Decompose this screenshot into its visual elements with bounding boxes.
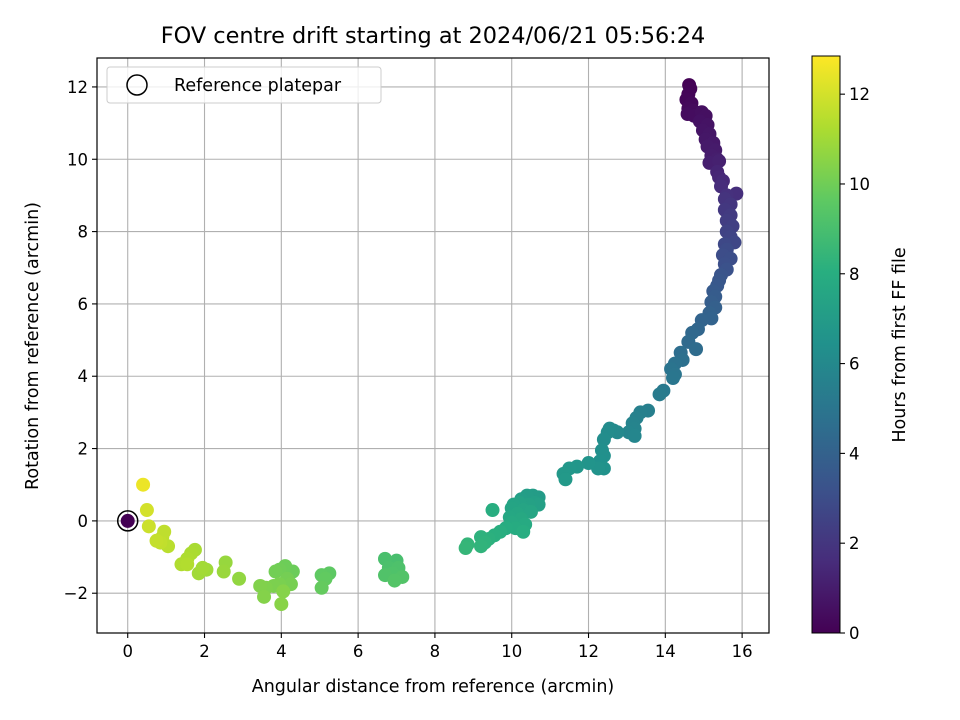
- data-point: [558, 472, 573, 487]
- colorbar-ticks: 0 2 4 6 8 10 12: [840, 85, 870, 643]
- legend-label: Reference platepar: [174, 76, 342, 96]
- y-tick-label: 4: [78, 367, 89, 386]
- colorbar-tick-label: 12: [849, 85, 870, 104]
- colorbar-tick-label: 10: [849, 175, 870, 194]
- data-point: [581, 456, 596, 471]
- colorbar-tick-label: 0: [849, 624, 860, 643]
- y-tick-label: 2: [78, 440, 89, 459]
- x-tick-label: 6: [353, 642, 364, 661]
- data-point: [268, 564, 283, 579]
- x-tick-label: 10: [501, 642, 522, 661]
- x-tick-label: 2: [199, 642, 210, 661]
- data-point: [141, 519, 156, 534]
- data-point: [666, 371, 680, 386]
- reference-circle: [116, 510, 139, 532]
- reference-marker: [116, 510, 139, 532]
- data-point: [195, 560, 210, 575]
- data-point: [180, 557, 195, 572]
- colorbar-label: Hours from first FF file: [890, 247, 910, 442]
- y-axis-label: Rotation from reference (arcmin): [23, 202, 43, 490]
- data-point: [689, 342, 704, 357]
- data-point: [485, 503, 500, 518]
- data-point: [136, 477, 151, 492]
- data-point: [314, 580, 329, 595]
- data-point: [257, 589, 272, 604]
- chart-title: FOV centre drift starting at 2024/06/21 …: [161, 23, 705, 49]
- colorbar-tick-label: 4: [849, 444, 860, 463]
- plot-frame: [96, 57, 770, 634]
- x-axis-ticks: 0 2 4 6 8 10 12 14 16: [122, 633, 753, 661]
- data-point: [232, 571, 247, 586]
- data-point: [596, 432, 611, 447]
- colorbar-tick-label: 2: [849, 534, 860, 553]
- data-point: [149, 533, 164, 548]
- x-tick-label: 16: [732, 642, 753, 661]
- reference-point: [120, 513, 135, 528]
- colorbar-tick-label: 8: [849, 265, 860, 284]
- x-axis-label: Angular distance from reference (arcmin): [252, 677, 615, 697]
- colorbar-gradient: [811, 55, 841, 634]
- data-point: [474, 539, 488, 554]
- legend-box: [106, 66, 382, 104]
- data-point: [274, 597, 289, 612]
- legend: Reference platepar: [106, 66, 382, 104]
- y-tick-label: 8: [78, 223, 89, 242]
- y-tick-label: 6: [78, 295, 89, 314]
- x-tick-label: 14: [655, 642, 676, 661]
- data-point: [516, 524, 531, 539]
- grid-lines: [97, 58, 769, 633]
- data-point: [627, 428, 642, 443]
- colorbar-tick-label: 6: [849, 355, 860, 374]
- data-point: [253, 578, 268, 593]
- y-axis-ticks: −2 0 2 4 6 8 10 12: [64, 78, 97, 603]
- x-tick-label: 4: [276, 642, 287, 661]
- colorbar: 0 2 4 6 8 10 12 Hours from first FF file: [811, 55, 910, 643]
- data-points: [136, 78, 744, 612]
- data-point: [652, 387, 667, 402]
- legend-marker: [126, 74, 148, 96]
- y-tick-label: 0: [78, 512, 89, 531]
- data-point: [276, 584, 291, 599]
- y-tick-label: 10: [67, 150, 88, 169]
- x-tick-label: 8: [430, 642, 441, 661]
- data-point: [387, 573, 402, 588]
- data-point: [216, 564, 231, 579]
- x-tick-label: 12: [578, 642, 599, 661]
- y-tick-label: −2: [64, 584, 88, 603]
- x-tick-label: 0: [122, 642, 133, 661]
- y-tick-label: 12: [67, 78, 88, 97]
- data-point: [458, 541, 473, 556]
- data-point: [139, 503, 154, 518]
- data-point: [712, 154, 727, 169]
- data-point: [523, 504, 538, 519]
